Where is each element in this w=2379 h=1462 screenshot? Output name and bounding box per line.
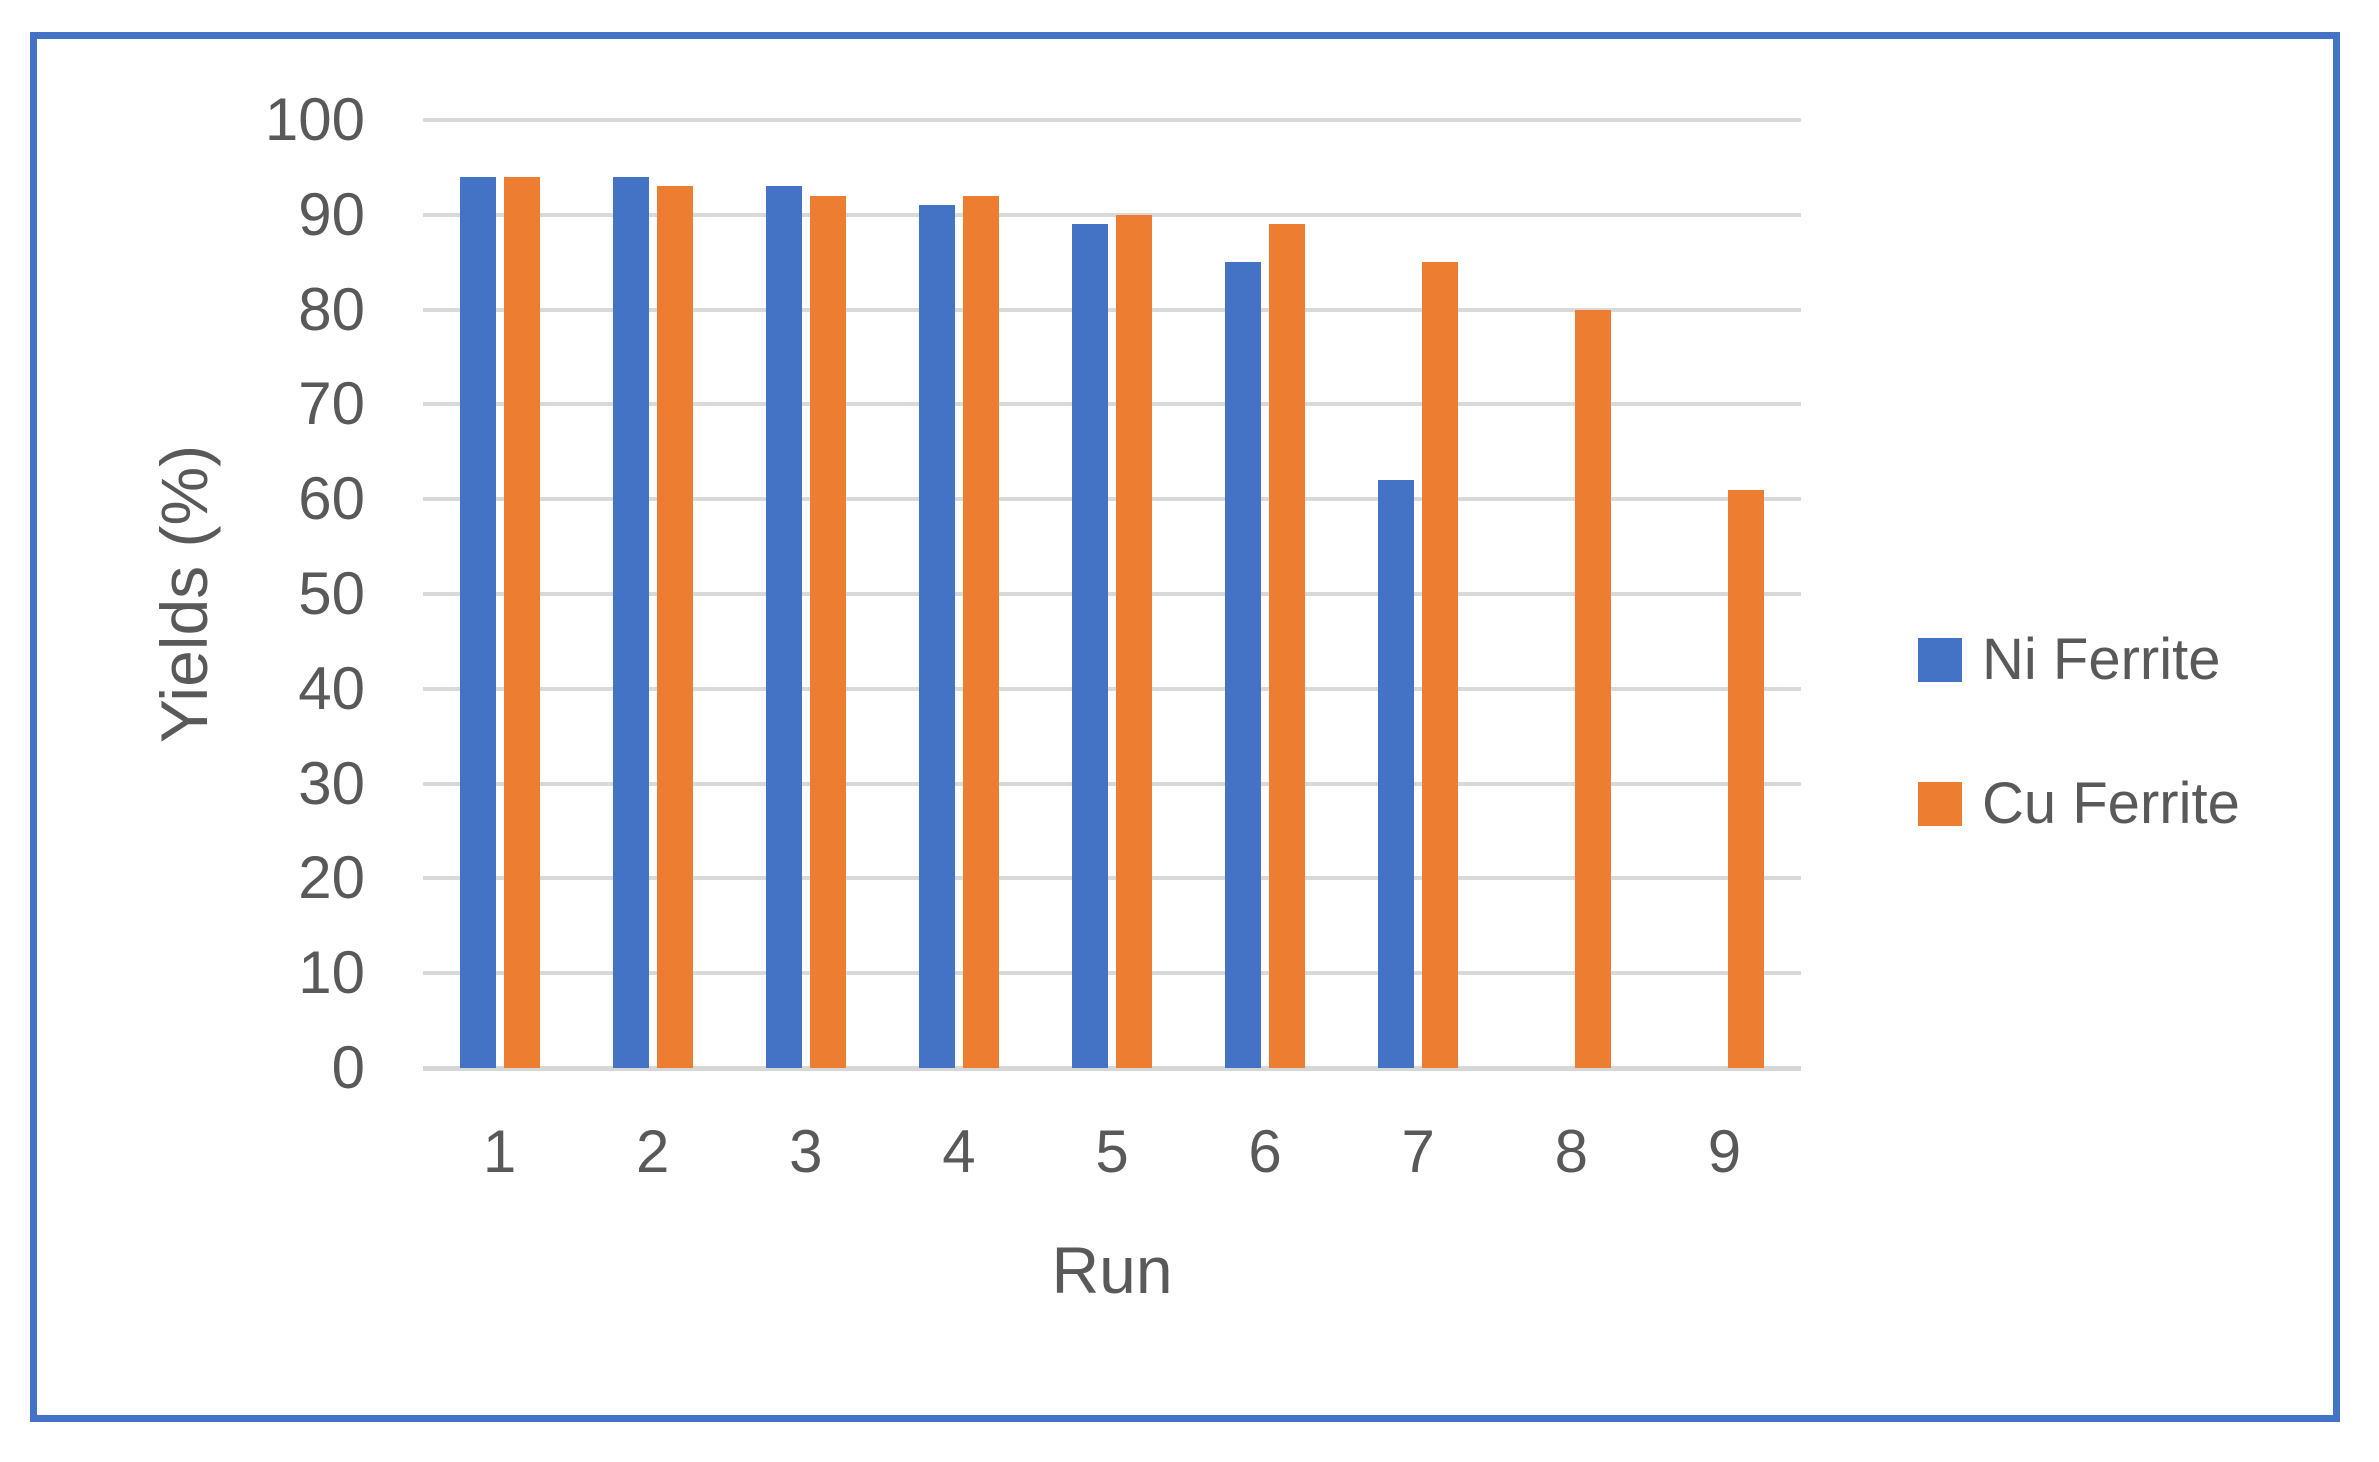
gridline-80 (423, 307, 1801, 312)
y-tick-0: 0 (331, 1034, 365, 1101)
bar-cu-ferrite-run-9 (1728, 489, 1765, 1068)
bar-cu-ferrite-run-4 (962, 195, 999, 1068)
legend: Ni Ferrite Cu Ferrite (1918, 630, 2240, 918)
gridline-20 (423, 876, 1801, 881)
x-tick-3: 3 (789, 1118, 823, 1185)
y-tick-80: 80 (298, 275, 365, 343)
bar-cu-ferrite-run-8 (1575, 309, 1612, 1068)
legend-swatch-ni-ferrite (1918, 638, 1962, 682)
y-tick-20: 20 (298, 844, 365, 912)
y-tick-70: 70 (298, 370, 365, 438)
legend-item-ni-ferrite: Ni Ferrite (1918, 630, 2240, 690)
y-tick-100: 100 (264, 86, 365, 153)
chart-frame-border (30, 32, 2340, 1422)
gridline-30 (423, 781, 1801, 786)
gridline-90 (423, 212, 1801, 217)
x-axis-title: Run (1051, 1233, 1173, 1307)
x-tick-1: 1 (482, 1118, 517, 1185)
gridline-10 (423, 971, 1801, 976)
gridline-70 (423, 402, 1801, 407)
y-tick-40: 40 (298, 654, 365, 722)
x-tick-8: 8 (1554, 1118, 1589, 1185)
bar-cu-ferrite-run-2 (656, 186, 693, 1068)
bar-cu-ferrite-run-6 (1269, 224, 1306, 1068)
x-tick-2: 2 (635, 1118, 670, 1185)
bar-ni-ferrite-run-4 (918, 205, 955, 1068)
bar-ni-ferrite-run-5 (1072, 224, 1108, 1068)
y-tick-90: 90 (298, 180, 365, 248)
y-tick-50: 50 (298, 560, 365, 627)
y-tick-30: 30 (298, 749, 365, 817)
bar-ni-ferrite-run-2 (612, 176, 649, 1068)
bar-ni-ferrite-run-1 (459, 176, 496, 1068)
bar-cu-ferrite-run-5 (1116, 214, 1152, 1068)
bar-cu-ferrite-run-7 (1422, 262, 1459, 1068)
legend-item-cu-ferrite: Cu Ferrite (1918, 774, 2240, 834)
bar-ni-ferrite-run-7 (1378, 480, 1415, 1068)
bar-ni-ferrite-run-6 (1225, 262, 1262, 1068)
x-tick-9: 9 (1707, 1118, 1742, 1185)
x-tick-5: 5 (1095, 1118, 1129, 1185)
legend-label-cu-ferrite: Cu Ferrite (1982, 771, 2240, 836)
x-tick-4: 4 (942, 1118, 976, 1185)
bar-ni-ferrite-run-3 (765, 186, 802, 1068)
gridline-60 (423, 497, 1801, 502)
gridline-100 (423, 118, 1801, 122)
gridline-40 (423, 686, 1801, 691)
gridline-50 (423, 592, 1801, 596)
x-tick-7: 7 (1401, 1118, 1435, 1185)
x-tick-6: 6 (1248, 1118, 1282, 1185)
x-axis-line (423, 1066, 1801, 1071)
legend-label-ni-ferrite: Ni Ferrite (1982, 627, 2221, 692)
y-tick-60: 60 (298, 465, 365, 533)
legend-swatch-cu-ferrite (1918, 782, 1962, 826)
bar-cu-ferrite-run-1 (503, 176, 540, 1068)
bar-cu-ferrite-run-3 (809, 195, 846, 1068)
y-tick-10: 10 (298, 939, 365, 1007)
